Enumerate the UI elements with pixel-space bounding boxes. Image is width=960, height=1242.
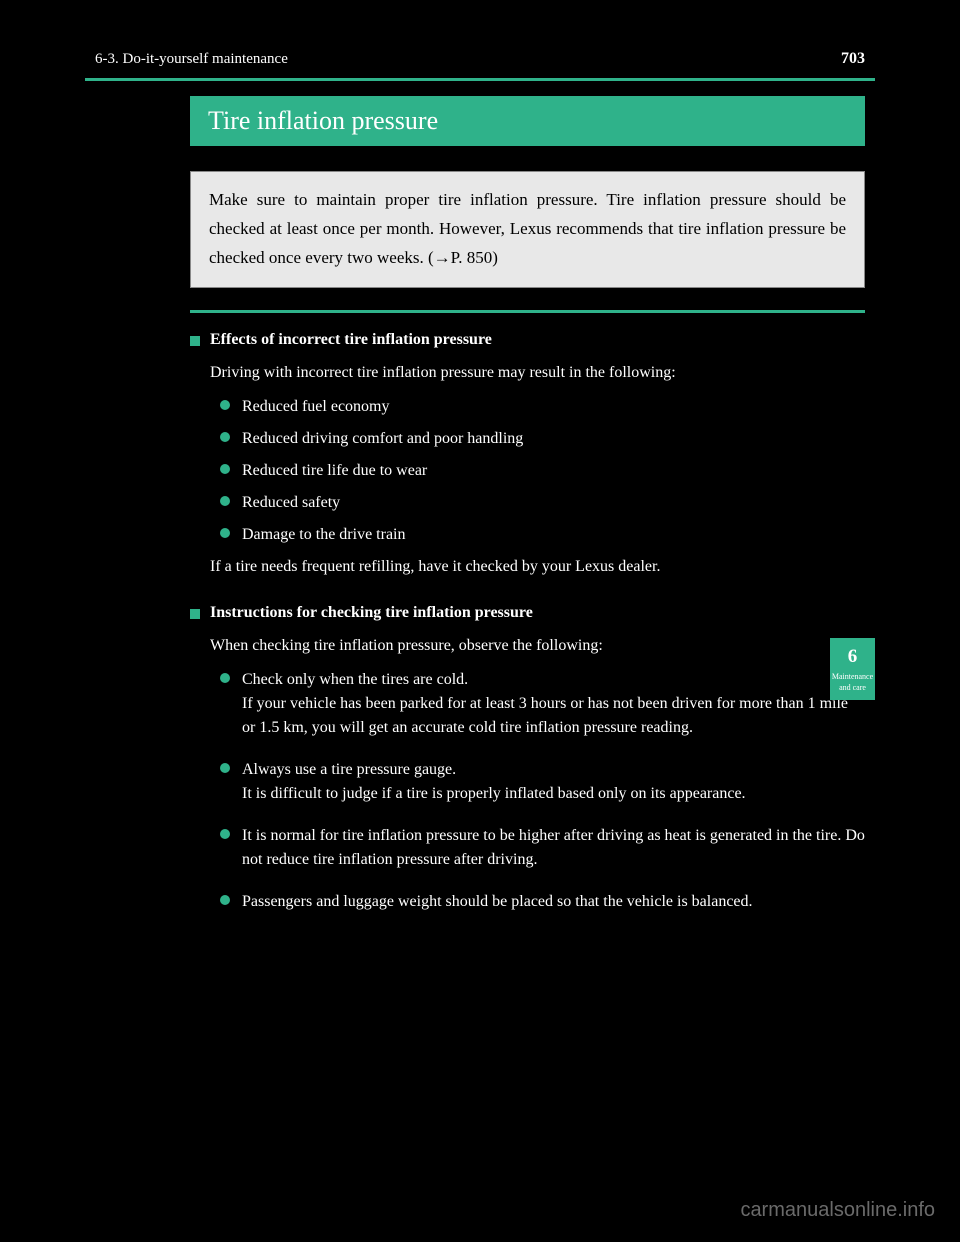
top-divider xyxy=(85,78,875,81)
square-marker-icon xyxy=(190,336,200,346)
subsection-outro: If a tire needs frequent refilling, have… xyxy=(210,555,865,579)
bullet-icon xyxy=(220,464,230,474)
bullet-icon xyxy=(220,432,230,442)
subsection-intro: Driving with incorrect tire inflation pr… xyxy=(210,361,865,385)
subsection-title: Effects of incorrect tire inflation pres… xyxy=(210,331,492,349)
bullet-icon xyxy=(220,763,230,773)
bullet-text: Passengers and luggage weight should be … xyxy=(242,890,753,914)
subsection-header: Instructions for checking tire inflation… xyxy=(190,604,865,622)
list-item: Check only when the tires are cold. If y… xyxy=(220,668,865,740)
section-divider xyxy=(190,310,865,313)
list-item: It is normal for tire inflation pressure… xyxy=(220,824,865,872)
watermark: carmanualsonline.info xyxy=(740,1199,935,1222)
bullet-text: Check only when the tires are cold. If y… xyxy=(242,668,865,740)
list-item: Reduced safety xyxy=(220,491,865,515)
subsection-intro: When checking tire inflation pressure, o… xyxy=(210,634,865,658)
bullet-text: Reduced tire life due to wear xyxy=(242,459,427,483)
subsection-effects: Effects of incorrect tire inflation pres… xyxy=(190,331,865,579)
bullet-icon xyxy=(220,673,230,683)
page-header: 6-3. Do-it-yourself maintenance 703 xyxy=(0,0,960,78)
bullet-text: Reduced driving comfort and poor handlin… xyxy=(242,427,523,451)
list-item: Reduced tire life due to wear xyxy=(220,459,865,483)
list-item: Passengers and luggage weight should be … xyxy=(220,890,865,914)
list-item: Reduced fuel economy xyxy=(220,395,865,419)
list-item: Always use a tire pressure gauge. It is … xyxy=(220,758,865,806)
bullet-text: Reduced fuel economy xyxy=(242,395,390,419)
header-breadcrumb: 6-3. Do-it-yourself maintenance xyxy=(95,51,288,68)
bullet-text: Reduced safety xyxy=(242,491,340,515)
subsection-instructions: Instructions for checking tire inflation… xyxy=(190,604,865,914)
tab-number: 6 xyxy=(848,645,858,670)
bullet-icon xyxy=(220,400,230,410)
square-marker-icon xyxy=(190,609,200,619)
section-title: Tire inflation pressure xyxy=(190,96,865,146)
bullet-text: Damage to the drive train xyxy=(242,523,406,547)
bullet-text: Always use a tire pressure gauge. It is … xyxy=(242,758,746,806)
page-number: 703 xyxy=(841,50,865,68)
list-item: Damage to the drive train xyxy=(220,523,865,547)
bullet-icon xyxy=(220,895,230,905)
bullet-text: It is normal for tire inflation pressure… xyxy=(242,824,865,872)
subsection-title: Instructions for checking tire inflation… xyxy=(210,604,533,622)
list-item: Reduced driving comfort and poor handlin… xyxy=(220,427,865,451)
chapter-tab: 6 Maintenance and care xyxy=(830,638,875,700)
subsection-header: Effects of incorrect tire inflation pres… xyxy=(190,331,865,349)
content-area: Tire inflation pressure Make sure to mai… xyxy=(0,96,960,914)
bullet-icon xyxy=(220,528,230,538)
info-box: Make sure to maintain proper tire inflat… xyxy=(190,171,865,288)
bullet-icon xyxy=(220,496,230,506)
tab-label: Maintenance and care xyxy=(832,672,873,693)
bullet-icon xyxy=(220,829,230,839)
